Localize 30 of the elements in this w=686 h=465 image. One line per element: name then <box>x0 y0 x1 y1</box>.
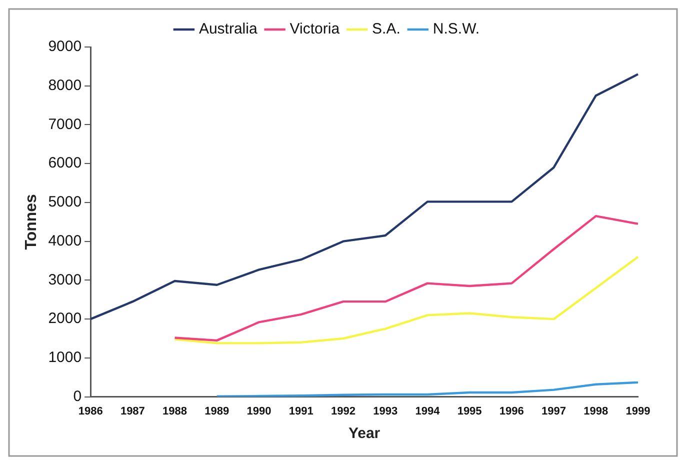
x-tick-label: 1989 <box>204 405 230 418</box>
y-tick-label: 6000 <box>48 154 82 172</box>
y-tick-label: 0 <box>73 388 82 405</box>
y-tick-label: 9000 <box>48 38 82 56</box>
x-tick-label: 1993 <box>373 405 398 418</box>
y-tick-label: 5000 <box>48 194 82 211</box>
y-axis-title: Tonnes <box>23 194 40 250</box>
x-axis-title: Year <box>348 425 380 442</box>
x-tick-label: 1986 <box>78 405 103 418</box>
x-tick-label: 1997 <box>542 405 566 418</box>
x-tick-label: 1992 <box>330 405 356 418</box>
legend-label: Australia <box>198 20 258 38</box>
y-tick-label: 3000 <box>48 271 82 288</box>
y-tick-label: 8000 <box>48 77 82 94</box>
legend-label: Victoria <box>290 20 340 38</box>
x-tick-label: 1998 <box>584 405 608 418</box>
y-tick-label: 4000 <box>48 232 82 250</box>
y-tick-label: 2000 <box>48 310 82 328</box>
x-tick-label: 1994 <box>415 405 441 418</box>
x-tick-label: 1991 <box>288 405 314 418</box>
x-tick-label: 1995 <box>457 405 482 418</box>
x-tick-label: 1988 <box>162 405 188 418</box>
legend-label: N.S.W. <box>432 20 480 38</box>
x-tick-label: 1999 <box>626 405 650 418</box>
x-tick-label: 1996 <box>499 405 524 418</box>
y-tick-label: 1000 <box>48 349 82 366</box>
y-tick-label: 7000 <box>48 116 82 133</box>
legend-label: S.A. <box>372 20 400 38</box>
x-tick-label: 1990 <box>246 405 272 418</box>
x-tick-label: 1987 <box>120 405 145 418</box>
